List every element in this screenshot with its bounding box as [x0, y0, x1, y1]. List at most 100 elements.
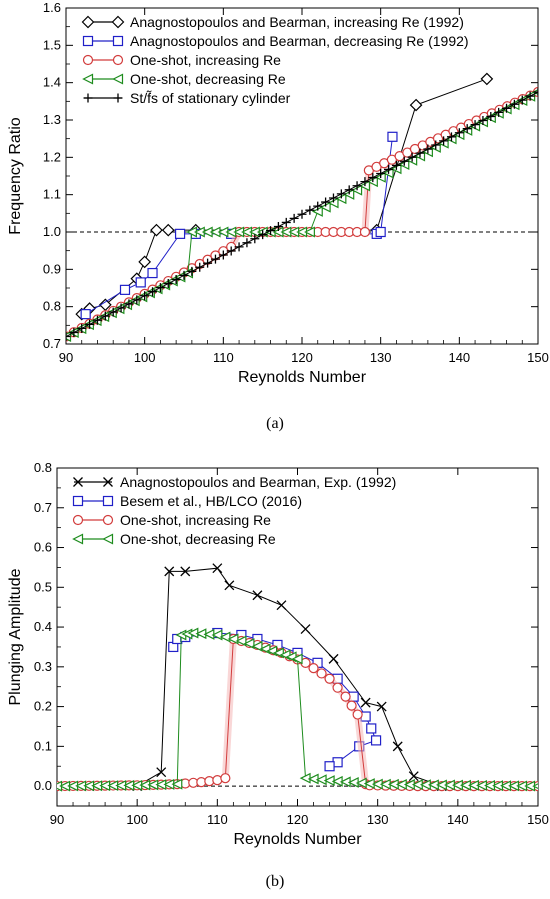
series-line [57, 567, 478, 787]
data-point [211, 629, 223, 641]
data-point [140, 291, 150, 301]
data-point [376, 169, 386, 179]
data-point [212, 563, 223, 574]
data-point [423, 144, 433, 154]
data-point [305, 205, 315, 215]
legend-label: One-shot, increasing Re [120, 512, 271, 528]
data-point [470, 120, 480, 130]
y-tick-label: 0.6 [34, 540, 52, 555]
legend-marker [102, 514, 114, 526]
y-tick-label: 0.8 [34, 460, 52, 475]
data-point [195, 262, 205, 272]
y-tick-label: 0.8 [43, 299, 61, 314]
y-tick-label: 1.3 [43, 112, 61, 127]
legend-marker [111, 15, 125, 29]
plot-area [57, 563, 538, 792]
series-square [80, 131, 398, 320]
y-tick-label: 1.2 [43, 149, 61, 164]
legend-marker [102, 495, 114, 507]
data-point [517, 95, 527, 105]
data-point [85, 319, 95, 329]
y-tick-label: 0.2 [34, 699, 52, 714]
y-tick-label: 0.4 [34, 619, 52, 634]
data-point [281, 217, 291, 227]
data-point [100, 311, 110, 321]
x-tick-label: 150 [527, 350, 549, 365]
data-point [313, 201, 323, 211]
data-point [387, 131, 398, 142]
data-point [360, 177, 370, 187]
data-point [352, 181, 362, 191]
legend-marker [112, 54, 124, 66]
data-point [80, 309, 91, 320]
data-point [69, 327, 79, 337]
data-point [366, 723, 377, 734]
legend-label: Anagnostopoulos and Bearman, decreasing … [130, 33, 469, 49]
data-point [376, 701, 387, 712]
y-tick-label: 1.6 [43, 0, 61, 15]
legend-marker [113, 93, 123, 103]
legend-label: St/f̃s of stationary cylinder [130, 90, 291, 106]
legend-marker [82, 73, 94, 85]
data-point [289, 213, 299, 223]
data-point [304, 226, 315, 238]
x-tick-label: 140 [448, 350, 470, 365]
x-tick-label: 140 [447, 812, 469, 827]
data-point [509, 99, 519, 109]
data-point [243, 638, 255, 650]
data-point [161, 223, 175, 237]
data-point [235, 635, 247, 647]
data-point [224, 580, 235, 591]
data-point [368, 173, 378, 183]
y-tick-label: 0.1 [34, 738, 52, 753]
data-point [187, 266, 197, 276]
legend-label: Besem et al., HB/LCO (2016) [120, 493, 302, 509]
caption-b: (b) [266, 873, 285, 890]
data-point [316, 668, 327, 679]
y-axis-label: Frequency Ratio [7, 117, 24, 234]
data-point [370, 735, 382, 746]
x-tick-label: 90 [50, 812, 64, 827]
chart-frequency-ratio: 90 100 110 120 130 140 150 0.7 0.8 0.9 1.0 1.1 1.2 1.… [7, 0, 549, 386]
x-axis-label: Reynolds Number [238, 369, 367, 386]
data-point [324, 761, 335, 772]
y-axis-label: Plunging Amplitude [7, 568, 24, 705]
data-point [227, 633, 239, 645]
legend-marker [102, 533, 114, 545]
data-point [375, 226, 386, 238]
legend-marker [82, 35, 94, 47]
y-tick-label: 0.7 [34, 500, 52, 515]
data-point [226, 246, 236, 256]
data-point [251, 640, 263, 652]
legend-label: One-shot, decreasing Re [130, 71, 286, 87]
data-point [300, 624, 311, 635]
legend-marker [103, 477, 113, 487]
y-tick-label: 1.0 [43, 224, 61, 239]
data-point [219, 631, 231, 643]
data-point [391, 160, 401, 170]
data-point [359, 226, 371, 238]
data-point [77, 323, 87, 333]
data-point [148, 287, 158, 297]
y-tick-label: 1.1 [43, 187, 61, 202]
data-point [203, 258, 213, 268]
data-point [392, 741, 403, 752]
data-point [532, 783, 538, 790]
data-point [328, 193, 338, 203]
legend-marker [112, 35, 124, 47]
y-tick-label: 1.4 [43, 75, 61, 90]
legend: Anagnostopoulos and Bearman, Exp. (1992)… [72, 474, 396, 547]
legend-label: Anagnostopoulos and Bearman, increasing … [130, 14, 464, 30]
data-point [116, 303, 126, 313]
data-point [234, 242, 244, 252]
data-point [332, 682, 343, 693]
data-point [360, 697, 371, 708]
y-tick-label: 0.7 [43, 336, 61, 351]
y-tick-label: 1.5 [43, 37, 61, 52]
data-point [92, 315, 102, 325]
data-point [171, 778, 183, 790]
y-tick-label: 0.0 [34, 778, 52, 793]
legend-marker [72, 495, 84, 507]
data-point [220, 773, 231, 784]
